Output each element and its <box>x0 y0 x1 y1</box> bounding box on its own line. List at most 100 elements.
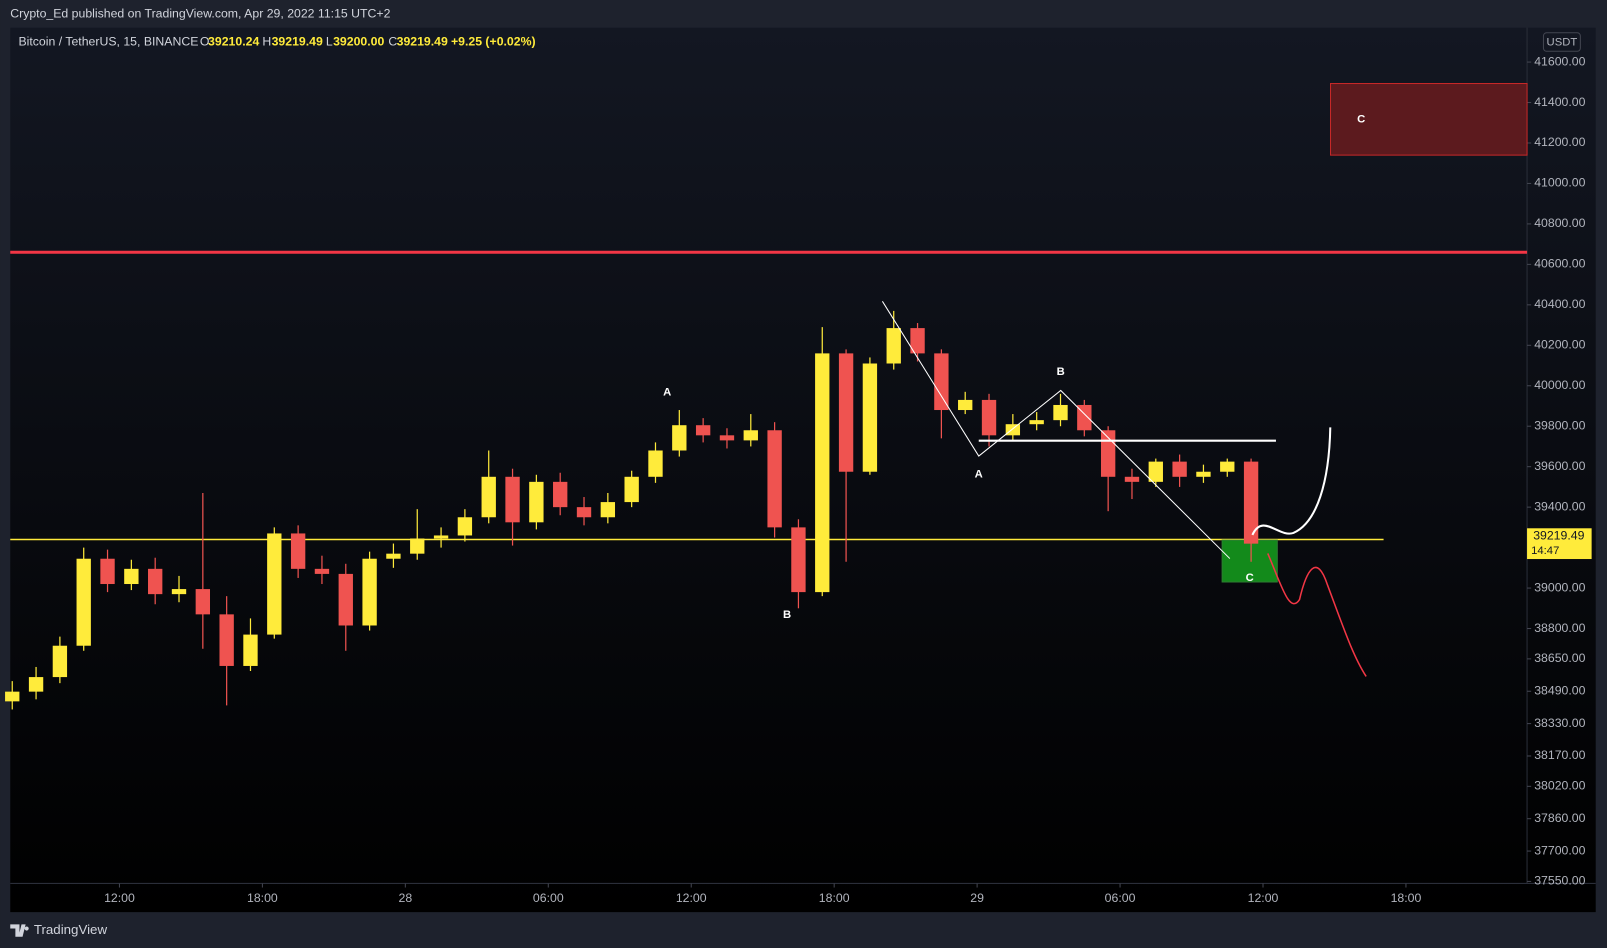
y-tick-label: 37860.00 <box>1534 811 1585 825</box>
candle-body <box>553 481 568 508</box>
candle-body <box>195 589 211 615</box>
candle-body <box>362 558 377 626</box>
candle-body <box>338 573 353 626</box>
candle-body <box>290 533 306 569</box>
candle-body <box>862 363 878 472</box>
y-tick-label: 41400.00 <box>1534 95 1585 109</box>
wave-label: B <box>783 609 791 621</box>
close-value: 39219.49 <box>397 34 448 48</box>
y-tick-label: 38800.00 <box>1534 621 1585 635</box>
candle-body <box>1243 461 1259 544</box>
y-tick-label: 40000.00 <box>1534 378 1585 392</box>
candle-body <box>886 328 901 364</box>
candle-body <box>910 328 925 354</box>
candle-body <box>243 634 258 666</box>
candle-body <box>28 677 44 692</box>
candle-body <box>410 538 425 554</box>
candle-body <box>1172 461 1187 477</box>
candle-body <box>171 589 187 595</box>
footer: TradingView <box>10 922 107 937</box>
candle-body <box>386 553 401 559</box>
zone-label: C <box>1357 113 1365 125</box>
logo <box>10 924 29 937</box>
y-tick-label: 40400.00 <box>1534 297 1585 311</box>
close-label: C <box>388 34 397 48</box>
unit: USDT <box>1547 37 1578 49</box>
countdown: 14:47 <box>1531 545 1559 557</box>
candle-body <box>457 517 473 536</box>
y-tick-label: 41200.00 <box>1534 135 1585 149</box>
projection-down <box>1267 553 1367 677</box>
y-tick-label: 38330.00 <box>1534 716 1585 730</box>
chart-area <box>10 27 1596 913</box>
plot: 41600.00 41400.00 41200.00 41000.00 40800.00… <box>5 54 1592 905</box>
drawings <box>881 301 1367 677</box>
candle-body <box>267 533 282 635</box>
candle-body <box>719 435 735 441</box>
y-tick-label: 41600.00 <box>1534 54 1585 68</box>
x-tick-label: 18:00 <box>247 891 278 905</box>
candle-body <box>505 476 520 523</box>
y-tick-label: 37550.00 <box>1534 874 1585 888</box>
last-price-label: 39219.49 <box>1533 529 1584 543</box>
candle-body <box>1077 404 1092 431</box>
candle-body <box>481 476 496 518</box>
candle-body <box>815 353 830 593</box>
candle-body <box>934 353 949 411</box>
y-tick-label: 40600.00 <box>1534 257 1585 271</box>
wave-line <box>881 301 1231 559</box>
candle-body <box>1220 461 1235 472</box>
y-tick-label: 39400.00 <box>1534 499 1585 513</box>
x-tick-label: 29 <box>970 891 984 905</box>
x-tick-label: 12:00 <box>1248 891 1279 905</box>
change: +9.25 (+0.02%) <box>451 34 536 48</box>
x-tick-label: 12:00 <box>104 891 135 905</box>
y-tick-label: 39600.00 <box>1534 459 1585 473</box>
zone <box>1221 539 1278 583</box>
x-tick-label: 12:00 <box>676 891 707 905</box>
candle-body <box>529 481 544 523</box>
last-price-tag <box>1527 528 1592 560</box>
symbol-legend: Bitcoin / TetherUS, 15, BINANCE O 39210.… <box>18 34 535 48</box>
brand: TradingView <box>34 922 108 937</box>
symbol: Bitcoin / TetherUS, 15, BINANCE <box>18 34 198 48</box>
candle-body <box>672 425 687 451</box>
candle-body <box>576 507 592 518</box>
candle-body <box>624 476 639 503</box>
candle-body <box>1148 461 1163 482</box>
candle-body <box>1100 430 1116 477</box>
published-header: Crypto_Ed published on TradingView.com, … <box>10 7 390 21</box>
candle-body <box>433 535 449 539</box>
candle-body <box>1029 420 1044 425</box>
low-value: 39200.00 <box>333 34 384 48</box>
candle-body <box>1005 424 1021 436</box>
candle-body <box>124 568 139 585</box>
candle-body <box>600 502 616 518</box>
y-tick-label: 38170.00 <box>1534 748 1585 762</box>
low-label: L <box>326 34 333 48</box>
open-label: O <box>200 34 210 48</box>
candle-body <box>1196 471 1211 477</box>
zone-label: C <box>1246 572 1254 584</box>
candle-body <box>314 568 330 574</box>
candle-body <box>838 353 854 472</box>
x-tick-label: 06:00 <box>1105 891 1136 905</box>
high-value: 39219.49 <box>272 34 323 48</box>
y-tick-label: 38490.00 <box>1534 683 1585 697</box>
candle-body <box>981 399 997 436</box>
y-tick-label: 40200.00 <box>1534 338 1585 352</box>
projection-up <box>1251 427 1332 536</box>
zone <box>1329 82 1528 156</box>
y-tick-label: 38020.00 <box>1534 779 1585 793</box>
y-tick-label: 40800.00 <box>1534 216 1585 230</box>
candle-body <box>695 425 711 436</box>
candle-body <box>1124 476 1140 482</box>
candle-body <box>958 399 973 411</box>
candle-body <box>5 691 20 702</box>
x-tick-label: 18:00 <box>819 891 850 905</box>
open-value: 39210.24 <box>208 34 259 48</box>
candle-body <box>767 430 782 528</box>
candle-body <box>148 568 163 595</box>
